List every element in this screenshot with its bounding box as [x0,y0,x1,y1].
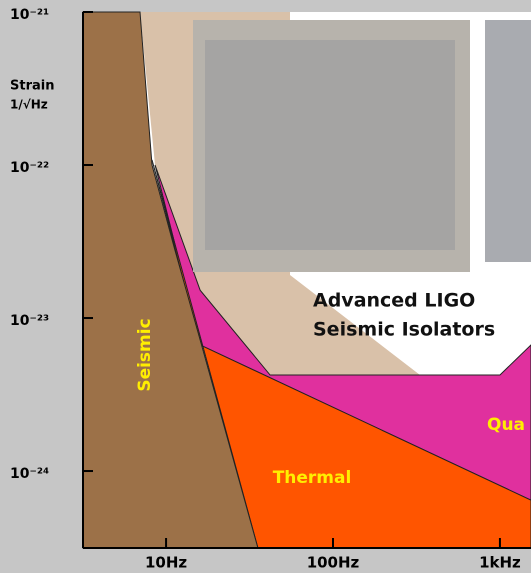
x-tick-label: 100Hz [307,554,360,572]
photo-detail [205,40,455,250]
photo [485,20,531,262]
y-tick-label: 10⁻²² [10,160,49,176]
x-tick-label: 1kHz [479,554,521,572]
region-label: Qua [487,415,525,435]
y-tick-label: 10⁻²⁴ [10,466,49,482]
x-tick-label: 10Hz [145,554,187,572]
axis-label: 1/√Hz [10,98,48,112]
regions [82,11,531,549]
y-tick-label: 10⁻²³ [10,313,49,329]
caption: Seismic Isolators [313,319,495,341]
region-label: Thermal [273,468,352,488]
caption: Advanced LIGO [313,290,475,312]
axis-label: Strain [10,79,54,94]
region-label: Seismic [135,318,155,391]
y-tick-label: 10⁻²¹ [10,7,49,23]
